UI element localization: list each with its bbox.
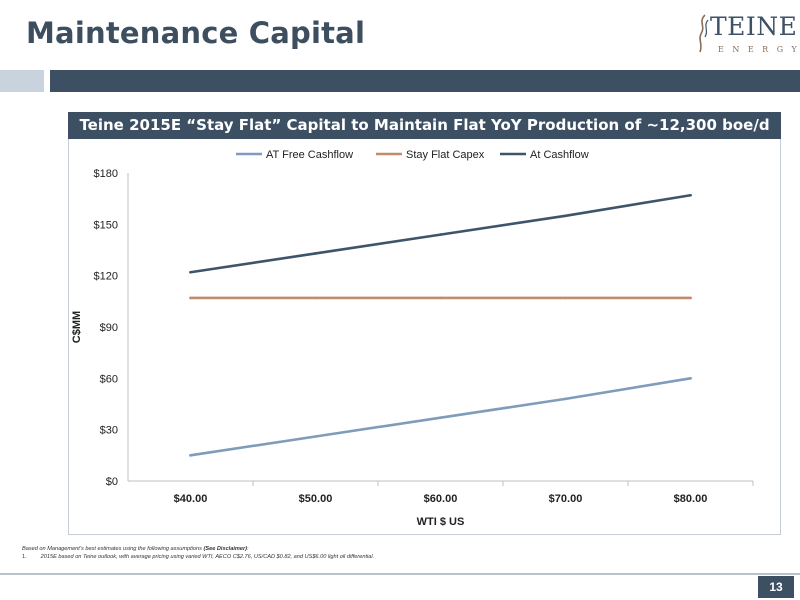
data-point [564, 214, 567, 218]
chart-title: Teine 2015E “Stay Flat” Capital to Maint… [68, 112, 781, 139]
data-point [189, 296, 192, 300]
data-point [314, 296, 317, 300]
y-tick-label: $180 [94, 168, 118, 180]
x-tick-label: $70.00 [549, 493, 583, 505]
line-chart: $0 $30 $60 $90 $120 $150 $180 $40.00 $50.00 $60.0… [71, 149, 754, 528]
company-logo: TEINE ENERGY [694, 12, 798, 58]
data-point [439, 233, 442, 236]
logo-subtitle: ENERGY [718, 45, 800, 54]
data-point [689, 193, 692, 197]
legend-label: AT Free Cashflow [266, 149, 353, 161]
footnote-text: Based on Management’s best estimates usi… [22, 546, 204, 552]
y-tick-label: $150 [94, 219, 118, 231]
data-point [314, 252, 317, 255]
data-point [564, 296, 567, 300]
slide-title: Maintenance Capital [26, 16, 366, 50]
data-point [189, 454, 192, 457]
data-point [439, 296, 442, 300]
data-point [689, 377, 692, 380]
logo-wordmark: TEINE [710, 12, 798, 41]
footnote-assumptions: Based on Management’s best estimates usi… [22, 546, 249, 552]
data-point [314, 435, 317, 438]
data-point [689, 296, 692, 300]
legend-label: At Cashflow [530, 149, 589, 161]
x-axis-title: WTI $ US [417, 516, 465, 528]
footnote-1-text: 2015E based on Teine outlook, with avera… [40, 554, 375, 560]
x-tick-label: $80.00 [674, 493, 708, 505]
footnote-disclaimer-ref: (See Disclaimer) [203, 546, 248, 552]
data-point [189, 270, 192, 274]
x-tick-label: $60.00 [424, 493, 458, 505]
header-band-accent [0, 70, 44, 92]
footnote-colon: : [247, 546, 249, 552]
y-tick-label: $30 [100, 425, 118, 437]
footnote-number: 1. [22, 554, 27, 560]
header-band [50, 70, 800, 92]
page-number: 13 [758, 576, 794, 598]
y-axis-title: C$MM [71, 311, 83, 343]
flame-logo-icon [699, 14, 709, 53]
y-tick-label: $0 [106, 476, 118, 488]
y-tick-label: $60 [100, 373, 118, 385]
y-tick-label: $90 [100, 322, 118, 334]
y-tick-label: $120 [94, 271, 118, 283]
footnote-1: 1. 2015E based on Teine outlook, with ave… [22, 554, 374, 560]
footer-rule [0, 573, 800, 575]
x-tick-label: $50.00 [299, 493, 333, 505]
data-point [439, 416, 442, 419]
data-point [564, 397, 567, 401]
x-tick-label: $40.00 [174, 493, 208, 505]
legend-label: Stay Flat Capex [406, 149, 485, 161]
